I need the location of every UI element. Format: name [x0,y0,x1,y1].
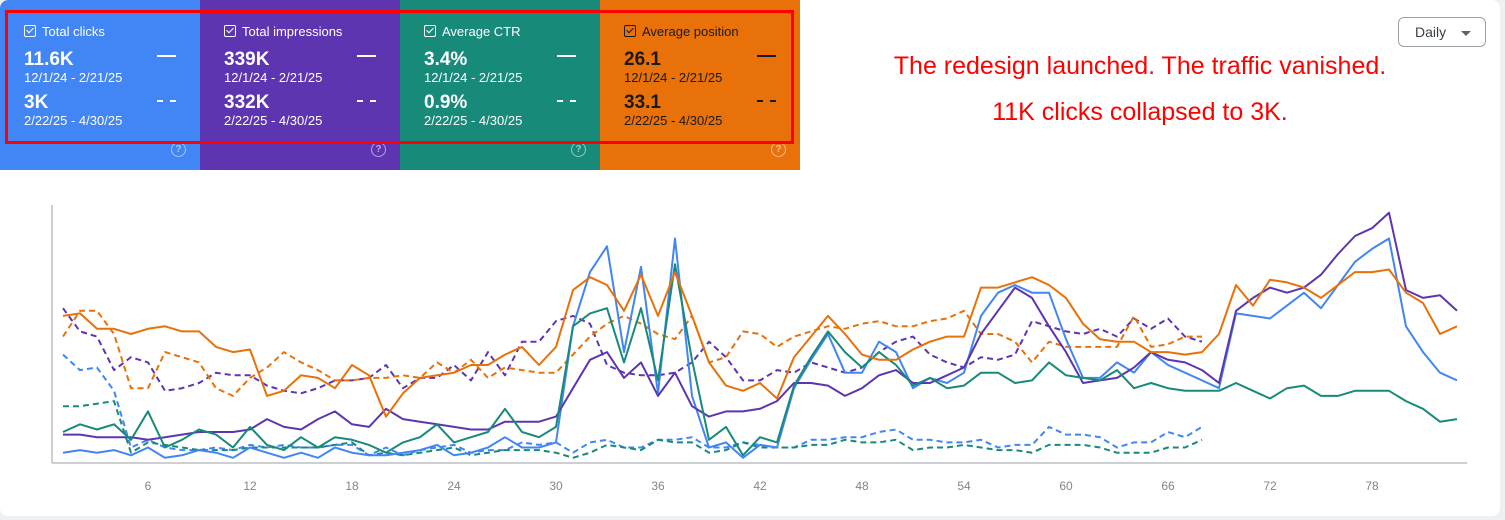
series-line-average-ctr-dashed [63,400,1203,459]
dashed-line-legend-icon [157,100,176,102]
x-tick-label: 30 [549,479,563,493]
dashed-line-legend-icon [557,100,576,102]
x-tick-label: 24 [447,479,461,493]
checkbox-checked-icon[interactable] [224,25,236,37]
granularity-dropdown[interactable]: Daily [1398,17,1486,47]
metric-value-current: 339K [224,49,270,70]
metric-range-current: 12/1/24 - 2/21/25 [24,70,123,85]
checkbox-checked-icon[interactable] [424,25,436,37]
x-tick-label: 78 [1365,479,1379,493]
metric-label: Total impressions [242,23,343,39]
metric-range-previous: 2/22/25 - 4/30/25 [224,113,323,128]
annotation-line-1: The redesign launched. The traffic vanis… [893,52,1387,80]
series-line-average-position-solid [62,268,1458,418]
metric-label: Average CTR [442,23,521,39]
checkbox-checked-icon[interactable] [24,25,36,37]
checkbox-checked-icon[interactable] [624,25,636,37]
x-tick-label: 18 [345,479,359,493]
series-line-total-clicks-solid [62,237,1458,459]
series-line-average-position-dashed [62,309,1202,397]
metric-range-previous: 2/22/25 - 4/30/25 [424,113,523,128]
dropdown-caret-icon [1461,31,1471,36]
solid-line-legend-icon [557,55,576,57]
series-line-total-impressions-dashed [62,307,1203,395]
solid-line-legend-icon [357,55,376,57]
x-tick-label: 12 [243,479,257,493]
metric-range-previous: 2/22/25 - 4/30/25 [624,113,723,128]
x-tick-label: 72 [1263,479,1277,493]
metric-value-previous: 3K [24,92,49,113]
metric-value-previous: 33.1 [624,92,661,113]
x-tick-label: 42 [753,479,767,493]
metric-value-current: 11.6K [24,49,74,70]
dashed-line-legend-icon [757,100,776,102]
metric-range-current: 12/1/24 - 2/21/25 [224,70,323,85]
metric-range-current: 12/1/24 - 2/21/25 [624,70,723,85]
solid-line-legend-icon [157,55,176,57]
dashed-line-legend-icon [357,100,376,102]
metric-value-previous: 332K [224,92,270,113]
x-tick-label: 60 [1059,479,1073,493]
x-tick-label: 36 [651,479,665,493]
x-tick-label: 48 [855,479,869,493]
metric-label: Total clicks [42,23,105,39]
solid-line-legend-icon [757,55,776,57]
highlight-box [5,10,794,144]
metric-value-current: 26.1 [624,49,661,70]
granularity-selected: Daily [1415,24,1447,40]
metric-value-previous: 0.9% [424,92,468,113]
series-line-total-impressions-solid [63,211,1458,441]
metric-range-previous: 2/22/25 - 4/30/25 [24,113,123,128]
metric-label: Average position [642,23,739,39]
series-line-average-ctr-solid [62,263,1458,457]
x-tick-label: 54 [957,479,971,493]
metric-range-current: 12/1/24 - 2/21/25 [424,70,523,85]
annotation-line-2: 11K clicks collapsed to 3K. [992,98,1288,126]
series-line-total-clicks-dashed [62,353,1203,457]
metric-value-current: 3.4% [424,49,468,70]
x-tick-label: 6 [145,479,152,493]
x-tick-label: 66 [1161,479,1175,493]
